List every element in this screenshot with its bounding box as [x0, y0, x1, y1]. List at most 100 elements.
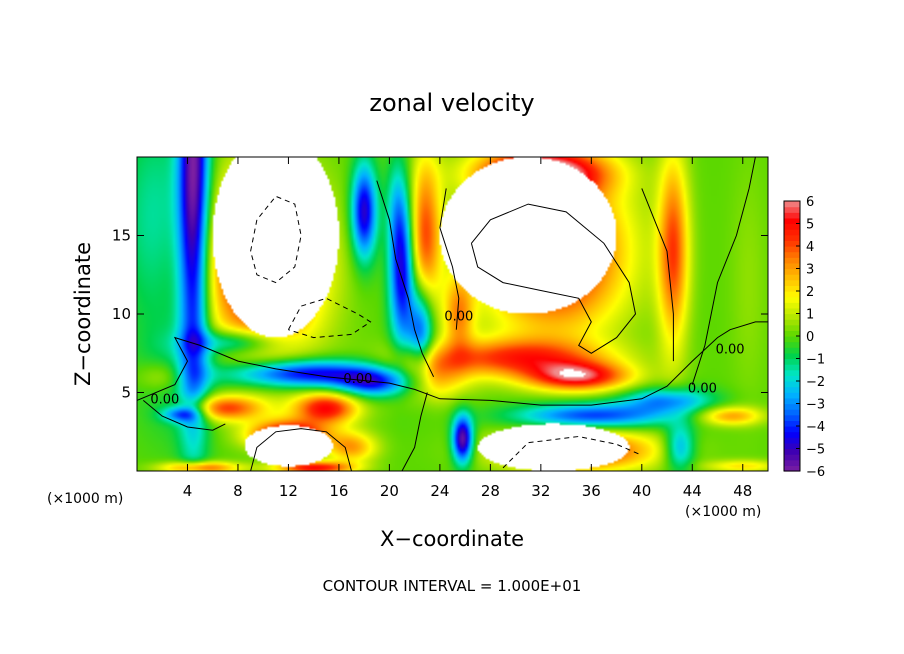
- contour-line: [142, 400, 226, 431]
- colorbar-band: [784, 431, 800, 438]
- colorbar-band: [784, 212, 800, 219]
- colorbar-band: [784, 313, 800, 320]
- colorbar-tick-label: −3: [806, 398, 825, 413]
- contour-line: [250, 428, 352, 471]
- colorbar-band: [784, 229, 800, 236]
- colorbar-band: [784, 442, 800, 450]
- colorbar-band: [784, 414, 800, 421]
- colorbar-band: [784, 381, 800, 388]
- colorbar-band: [784, 403, 800, 410]
- x-tick-label: 48: [733, 482, 752, 500]
- colorbar-band: [784, 420, 800, 427]
- colorbar-tick-label: 1: [806, 308, 814, 323]
- colorbar-tick-label: 5: [806, 218, 814, 233]
- colorbar-band: [784, 223, 800, 230]
- colorbar-tick-label: −6: [806, 465, 825, 480]
- contour-label: 0.00: [716, 342, 745, 357]
- colorbar-band: [784, 279, 800, 286]
- colorbar-band: [784, 240, 800, 247]
- colorbar-band: [784, 358, 800, 365]
- colorbar-band: [784, 296, 800, 303]
- colorbar-band: [784, 217, 800, 225]
- colorbar-band: [784, 364, 800, 371]
- contour-line: [137, 321, 768, 406]
- contour-label-layer: 0.00 0.00 0.00 0.00 0.00: [150, 309, 744, 407]
- y-axis-label: Z−coordinate: [71, 242, 95, 386]
- colorbar-band: [784, 336, 800, 343]
- x-tick-label: 8: [233, 482, 243, 500]
- contour-line: [641, 188, 674, 362]
- colorbar-band: [784, 341, 800, 348]
- y-tick-label: 10: [112, 305, 131, 323]
- x-tick-label: 16: [329, 482, 348, 500]
- colorbar-band: [784, 426, 800, 433]
- colorbar-band: [784, 375, 800, 382]
- y-axis-unit: (×1000 m): [47, 491, 123, 507]
- contour-line: [287, 297, 372, 339]
- colorbar-ticks: 6 5 4 3 2 1 0 −1 −2 −3 −4 −5 −6: [796, 195, 825, 480]
- x-axis-ticks: 4 8 12 16 20 24 28 32 36 40 44 48: [183, 157, 752, 500]
- contour-label: 0.00: [688, 382, 717, 397]
- colorbar-swatches: [784, 201, 800, 472]
- colorbar-band: [784, 347, 800, 354]
- plot-area: 0.00 0.00 0.00 0.00 0.00: [136, 156, 769, 472]
- colorbar-band: [784, 397, 800, 405]
- y-tick-label: 5: [121, 384, 131, 402]
- colorbar-band: [784, 369, 800, 376]
- colorbar-band: [784, 454, 800, 461]
- x-axis-unit: (×1000 m): [685, 504, 761, 520]
- colorbar-band: [784, 201, 800, 208]
- colorbar-tick-label: −1: [806, 353, 825, 368]
- colorbar-tick-label: −5: [806, 443, 825, 458]
- colorbar-tick-label: 3: [806, 263, 814, 278]
- x-tick-label: 40: [632, 482, 651, 500]
- colorbar-band: [784, 392, 800, 399]
- colorbar-band: [784, 319, 800, 326]
- colorbar-band: [784, 324, 800, 331]
- x-tick-label: 12: [279, 482, 298, 500]
- colorbar-band: [784, 291, 800, 298]
- x-tick-label: 36: [582, 482, 601, 500]
- colorbar-band: [784, 459, 800, 466]
- colorbar-tick-label: 0: [806, 330, 814, 345]
- contour-label: 0.00: [150, 393, 179, 408]
- y-axis-ticks: 5 10 15: [112, 227, 768, 402]
- x-tick-label: 24: [430, 482, 449, 500]
- contour-layer: [137, 157, 768, 471]
- velocity-field-image: [137, 157, 768, 471]
- colorbar-band: [784, 246, 800, 253]
- contour-line: [470, 203, 637, 354]
- contour-line: [439, 188, 460, 330]
- x-axis-label: X−coordinate: [380, 527, 524, 551]
- colorbar-tick-label: −4: [806, 420, 825, 435]
- colorbar-tick-label: −2: [806, 375, 825, 390]
- colorbar-tick-label: 4: [806, 240, 814, 255]
- colorbar-band: [784, 274, 800, 281]
- contour-line: [376, 180, 435, 378]
- colorbar-band: [784, 302, 800, 309]
- colorbar-tick-label: 2: [806, 285, 814, 300]
- x-tick-label: 4: [183, 482, 193, 500]
- colorbar-band: [784, 234, 800, 241]
- contour-label: 0.00: [343, 372, 372, 387]
- colorbar: 6 5 4 3 2 1 0 −1 −2 −3 −4 −5 −6: [783, 195, 825, 480]
- colorbar-band: [784, 251, 800, 258]
- colorbar-tick-label: 6: [806, 195, 814, 210]
- chart-title: zonal velocity: [369, 89, 534, 117]
- colorbar-band: [784, 307, 800, 315]
- colorbar-band: [784, 448, 800, 455]
- contour-line: [401, 392, 428, 471]
- colorbar-band: [784, 285, 800, 292]
- colorbar-band: [784, 437, 800, 444]
- colorbar-band: [784, 465, 800, 472]
- colorbar-band: [784, 257, 800, 264]
- x-tick-label: 44: [683, 482, 702, 500]
- colorbar-band: [784, 262, 800, 270]
- colorbar-band: [784, 409, 800, 416]
- colorbar-band: [784, 268, 800, 275]
- y-tick-label: 15: [112, 227, 131, 245]
- x-tick-label: 28: [481, 482, 500, 500]
- contour-label: 0.00: [444, 309, 473, 324]
- colorbar-band: [784, 352, 800, 360]
